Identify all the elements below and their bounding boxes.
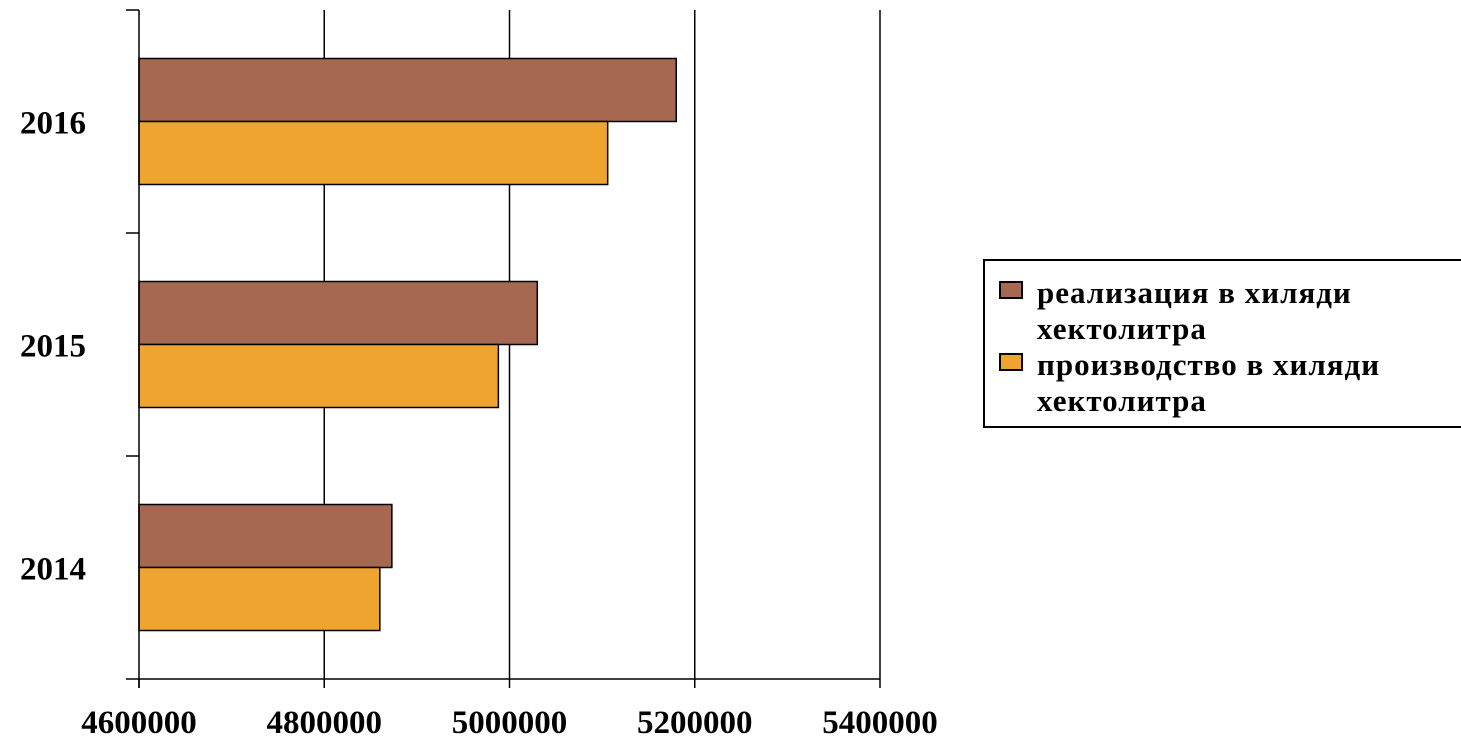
bars	[138, 57, 677, 632]
y-tick-label-2014: 2014	[20, 552, 86, 588]
legend-label-production: производство в хиляди хектолитра	[1037, 347, 1381, 418]
bar-2015-series-1	[138, 343, 500, 409]
x-tick-label-4800000: 4800000	[267, 705, 383, 741]
x-tick-label-5200000: 5200000	[637, 705, 753, 741]
legend-label-sales: реализация в хиляди хектолитра	[1037, 275, 1352, 346]
y-tick-label-2015: 2015	[20, 329, 86, 365]
tick-labels: 4600000 4800000 5000000 5200000 5400000 2014 2…	[20, 106, 938, 742]
legend-swatch-sales	[999, 281, 1023, 299]
x-tick-label-5400000: 5400000	[822, 705, 938, 741]
legend-item-sales: реализация в хиляди хектолитра	[999, 275, 1461, 347]
bar-2014-series-1	[138, 566, 381, 632]
legend: реализация в хиляди хектолитра производс…	[983, 259, 1461, 428]
x-tick-label-4600000: 4600000	[81, 705, 197, 741]
bar-2016-series-0	[138, 57, 677, 123]
bar-2016-series-1	[138, 120, 609, 186]
x-tick-label-5000000: 5000000	[452, 705, 568, 741]
legend-item-production: производство в хиляди хектолитра	[999, 347, 1461, 419]
bar-2014-series-0	[138, 503, 393, 569]
bar-2015-series-0	[138, 280, 539, 346]
axes	[126, 9, 881, 688]
y-tick-label-2016: 2016	[20, 106, 86, 142]
legend-swatch-production	[999, 353, 1023, 371]
